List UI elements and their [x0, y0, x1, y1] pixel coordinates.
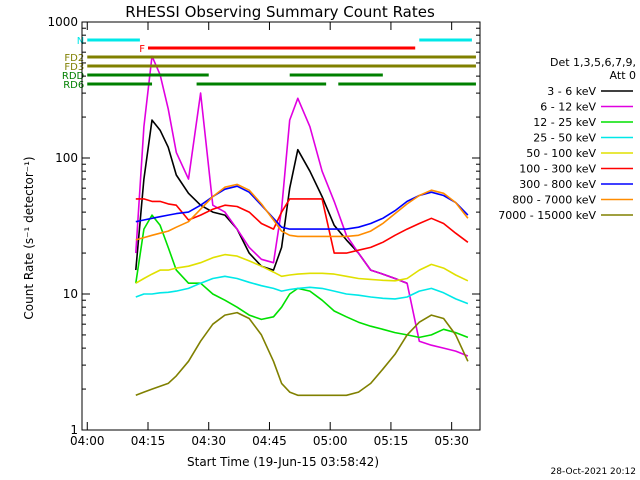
segment-label-n: N — [77, 36, 84, 47]
series-line-2 — [135, 55, 469, 357]
x-tick-label-2: 04:15 — [131, 434, 166, 448]
series-line-9 — [135, 311, 469, 397]
axes: 04:00 04:15 04:30 04:45 05:00 05:15 05:30 1 10 10… — [47, 15, 481, 448]
footer-date: 28-Oct-2021 20:12 — [551, 467, 636, 477]
series-line-1 — [135, 119, 408, 284]
y-tick-label-3: 100 — [55, 151, 78, 165]
legend-entry-7: 300 - 800 keV — [519, 178, 596, 191]
y-tick-label-4: 1000 — [47, 15, 78, 29]
legend-entry-1: 3 - 6 keV — [547, 85, 596, 98]
y-tick-label-2: 10 — [63, 287, 78, 301]
legend-entry-9: 7000 - 15000 keV — [498, 209, 596, 222]
x-tick-label-4: 04:45 — [252, 434, 287, 448]
series-line-6 — [135, 198, 469, 254]
segment-label-f: F — [139, 44, 145, 55]
legend-entry-5: 50 - 100 keV — [526, 147, 596, 160]
y-tick-label-1: 1 — [70, 423, 78, 437]
series-line-3 — [135, 214, 469, 339]
segment-label-fd2: FD2 — [64, 53, 84, 64]
x-tick-label-5: 05:00 — [313, 434, 348, 448]
legend-entry-4: 25 - 50 keV — [533, 132, 596, 145]
x-axis-label: Start Time (19-Jun-15 03:58:42) — [187, 455, 379, 469]
legend-header-1: Det 1,3,5,6,7,9, — [550, 56, 636, 69]
legend-entry-6: 100 - 300 keV — [519, 163, 596, 176]
x-tick-label-3: 04:30 — [191, 434, 226, 448]
series-line-8 — [135, 183, 469, 241]
legend-entry-8: 800 - 7000 keV — [512, 194, 596, 207]
legend-entry-3: 12 - 25 keV — [533, 116, 596, 129]
x-tick-label-6: 05:15 — [374, 434, 409, 448]
legend: Det 1,3,5,6,7,9,Att 0 3 - 6 keV 6 - 12 keV… — [498, 56, 636, 222]
series-line-5 — [135, 253, 469, 284]
chart-title: RHESSI Observing Summary Count Rates — [125, 3, 435, 21]
legend-entry-2: 6 - 12 keV — [540, 101, 596, 114]
legend-header-2: Att 0 — [610, 69, 636, 82]
series-line-4 — [135, 275, 469, 305]
y-axis-label: Count Rate (s⁻¹ detector⁻¹) — [22, 156, 36, 319]
segment-label-rdd: RDD — [62, 71, 85, 82]
x-tick-label-7: 05:30 — [434, 434, 469, 448]
x-tick-label-1: 04:00 — [70, 434, 105, 448]
segment-label-rd6: RD6 — [63, 80, 84, 91]
plot-frame — [81, 21, 481, 431]
series-line-7 — [135, 185, 469, 230]
segment-label-fd3: FD3 — [64, 62, 84, 73]
